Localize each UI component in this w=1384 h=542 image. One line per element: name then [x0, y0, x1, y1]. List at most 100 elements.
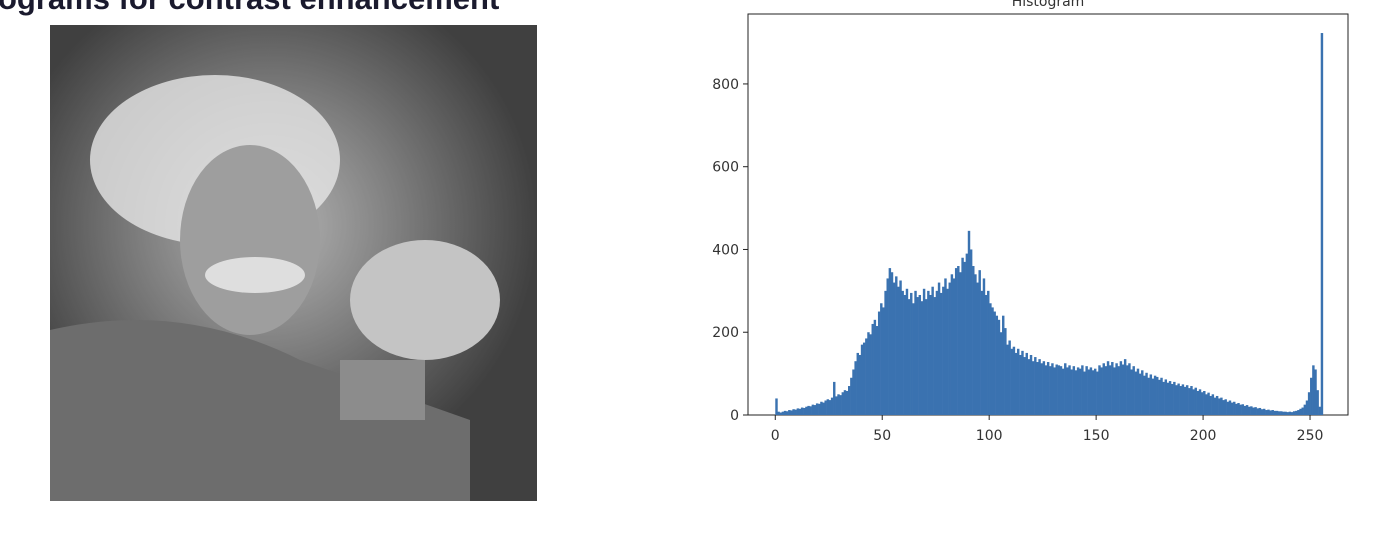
bar — [1040, 363, 1043, 415]
bar — [1064, 363, 1067, 415]
bar — [845, 390, 849, 415]
bar — [867, 332, 870, 415]
bar — [1177, 383, 1180, 415]
bar — [850, 377, 853, 415]
bar — [1245, 405, 1249, 415]
bar — [880, 303, 883, 415]
bar — [1012, 346, 1016, 415]
bar — [792, 409, 795, 415]
bar — [1128, 363, 1131, 415]
bar — [1235, 403, 1238, 415]
bar — [1057, 365, 1061, 415]
bar — [929, 294, 932, 415]
bar — [1256, 408, 1259, 415]
bar — [1198, 389, 1202, 415]
bar — [1265, 410, 1268, 415]
x-tick-label: 100 — [976, 428, 1003, 444]
bar — [1269, 410, 1272, 415]
bar — [1226, 401, 1230, 415]
bar — [1196, 390, 1200, 415]
bar — [1170, 383, 1174, 415]
bar — [916, 297, 919, 415]
bar — [1010, 348, 1014, 415]
bar — [1301, 407, 1304, 415]
bar — [1181, 384, 1185, 415]
bar — [1200, 392, 1204, 415]
bar — [805, 406, 808, 415]
bar — [937, 282, 941, 415]
bar — [1021, 350, 1024, 415]
bar — [982, 278, 986, 415]
bar — [999, 332, 1003, 415]
y-tick-label: 600 — [712, 160, 739, 176]
bar — [1076, 367, 1080, 415]
bar — [1220, 397, 1223, 415]
bar — [1179, 386, 1182, 415]
bar — [815, 403, 819, 415]
bar — [822, 402, 825, 415]
bar — [963, 261, 966, 415]
bar — [1027, 359, 1031, 415]
bar — [1038, 359, 1041, 415]
bar — [1136, 368, 1140, 415]
bar — [1292, 411, 1296, 415]
bar — [875, 326, 879, 415]
bar — [931, 286, 934, 415]
bar — [1119, 361, 1123, 415]
bar — [1314, 369, 1317, 415]
bar — [1111, 362, 1114, 415]
bar — [961, 257, 964, 415]
bar — [1254, 407, 1257, 415]
bar — [824, 400, 827, 415]
bar — [969, 249, 973, 415]
bar — [1049, 366, 1052, 415]
bar — [848, 386, 851, 415]
bar — [918, 294, 922, 415]
bar — [905, 288, 909, 415]
bar — [1053, 367, 1056, 415]
bar — [796, 408, 800, 415]
bar — [1019, 354, 1022, 415]
bar — [1284, 411, 1287, 415]
bar — [884, 290, 887, 415]
bar — [888, 268, 892, 415]
bar — [987, 290, 990, 415]
bar — [1145, 372, 1148, 415]
bar — [897, 286, 900, 415]
bar — [1188, 388, 1191, 415]
bar — [1190, 386, 1193, 415]
bar — [1117, 366, 1120, 415]
bar — [1132, 366, 1135, 415]
bar — [1297, 410, 1300, 415]
bar — [1248, 406, 1251, 415]
bar — [1016, 348, 1020, 415]
bar — [1295, 410, 1298, 415]
bar — [1252, 407, 1255, 415]
bar — [839, 395, 842, 415]
bar — [1061, 368, 1065, 415]
bar — [892, 282, 896, 415]
bar — [1224, 399, 1227, 415]
bar — [1303, 404, 1307, 415]
bar — [1280, 411, 1283, 415]
bar — [989, 303, 992, 415]
bar — [922, 288, 926, 415]
bar — [1134, 371, 1138, 415]
bar — [1102, 363, 1105, 415]
bar — [1023, 357, 1026, 415]
bar — [950, 274, 954, 415]
bar — [1153, 375, 1157, 415]
bar — [1138, 373, 1142, 415]
bar — [1151, 378, 1155, 415]
bar — [1233, 401, 1236, 415]
bar — [957, 266, 960, 415]
bar — [939, 292, 943, 415]
bar — [1149, 374, 1153, 415]
bar — [1034, 357, 1037, 415]
bar — [1008, 340, 1011, 415]
bar — [811, 404, 815, 415]
bar — [993, 311, 996, 415]
y-tick-label: 200 — [712, 325, 739, 341]
bar — [1006, 344, 1009, 415]
